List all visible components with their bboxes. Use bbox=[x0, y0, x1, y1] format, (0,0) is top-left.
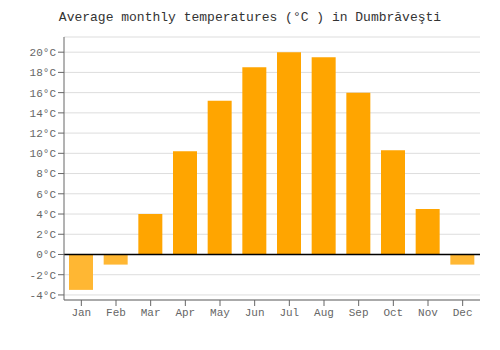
svg-text:Jan: Jan bbox=[71, 307, 91, 319]
svg-text:Nov: Nov bbox=[418, 307, 438, 319]
html-text:Average monthly temperatures (: Average monthly temperatures (°C ) in Du… bbox=[58, 10, 442, 25]
svg-text:Dec: Dec bbox=[453, 307, 473, 319]
svg-text:Sep: Sep bbox=[349, 307, 369, 319]
svg-text:18°C: 18°C bbox=[30, 67, 57, 79]
svg-text:2°C: 2°C bbox=[36, 229, 56, 241]
svg-text:Aug: Aug bbox=[314, 307, 334, 319]
svg-text:4°C: 4°C bbox=[36, 209, 56, 221]
svg-text:12°C: 12°C bbox=[30, 128, 57, 140]
svg-text:Feb: Feb bbox=[106, 307, 126, 319]
svg-text:May: May bbox=[210, 307, 230, 319]
svg-text:20°C: 20°C bbox=[30, 47, 57, 59]
svg-text:-4°C: -4°C bbox=[30, 290, 57, 302]
svg-text:Jul: Jul bbox=[279, 307, 299, 319]
svg-text:16°C: 16°C bbox=[30, 88, 57, 100]
svg-text:8°C: 8°C bbox=[36, 168, 56, 180]
svg-text:0°C: 0°C bbox=[36, 249, 56, 261]
svg-text:6°C: 6°C bbox=[36, 189, 56, 201]
svg-text:Oct: Oct bbox=[383, 307, 403, 319]
svg-text:10°C: 10°C bbox=[30, 148, 57, 160]
svg-text:14°C: 14°C bbox=[30, 108, 57, 120]
svg-text:-2°C: -2°C bbox=[30, 270, 57, 282]
svg-text:Jun: Jun bbox=[245, 307, 265, 319]
svg-text:Apr: Apr bbox=[175, 307, 195, 319]
svg-text:Mar: Mar bbox=[141, 307, 161, 319]
